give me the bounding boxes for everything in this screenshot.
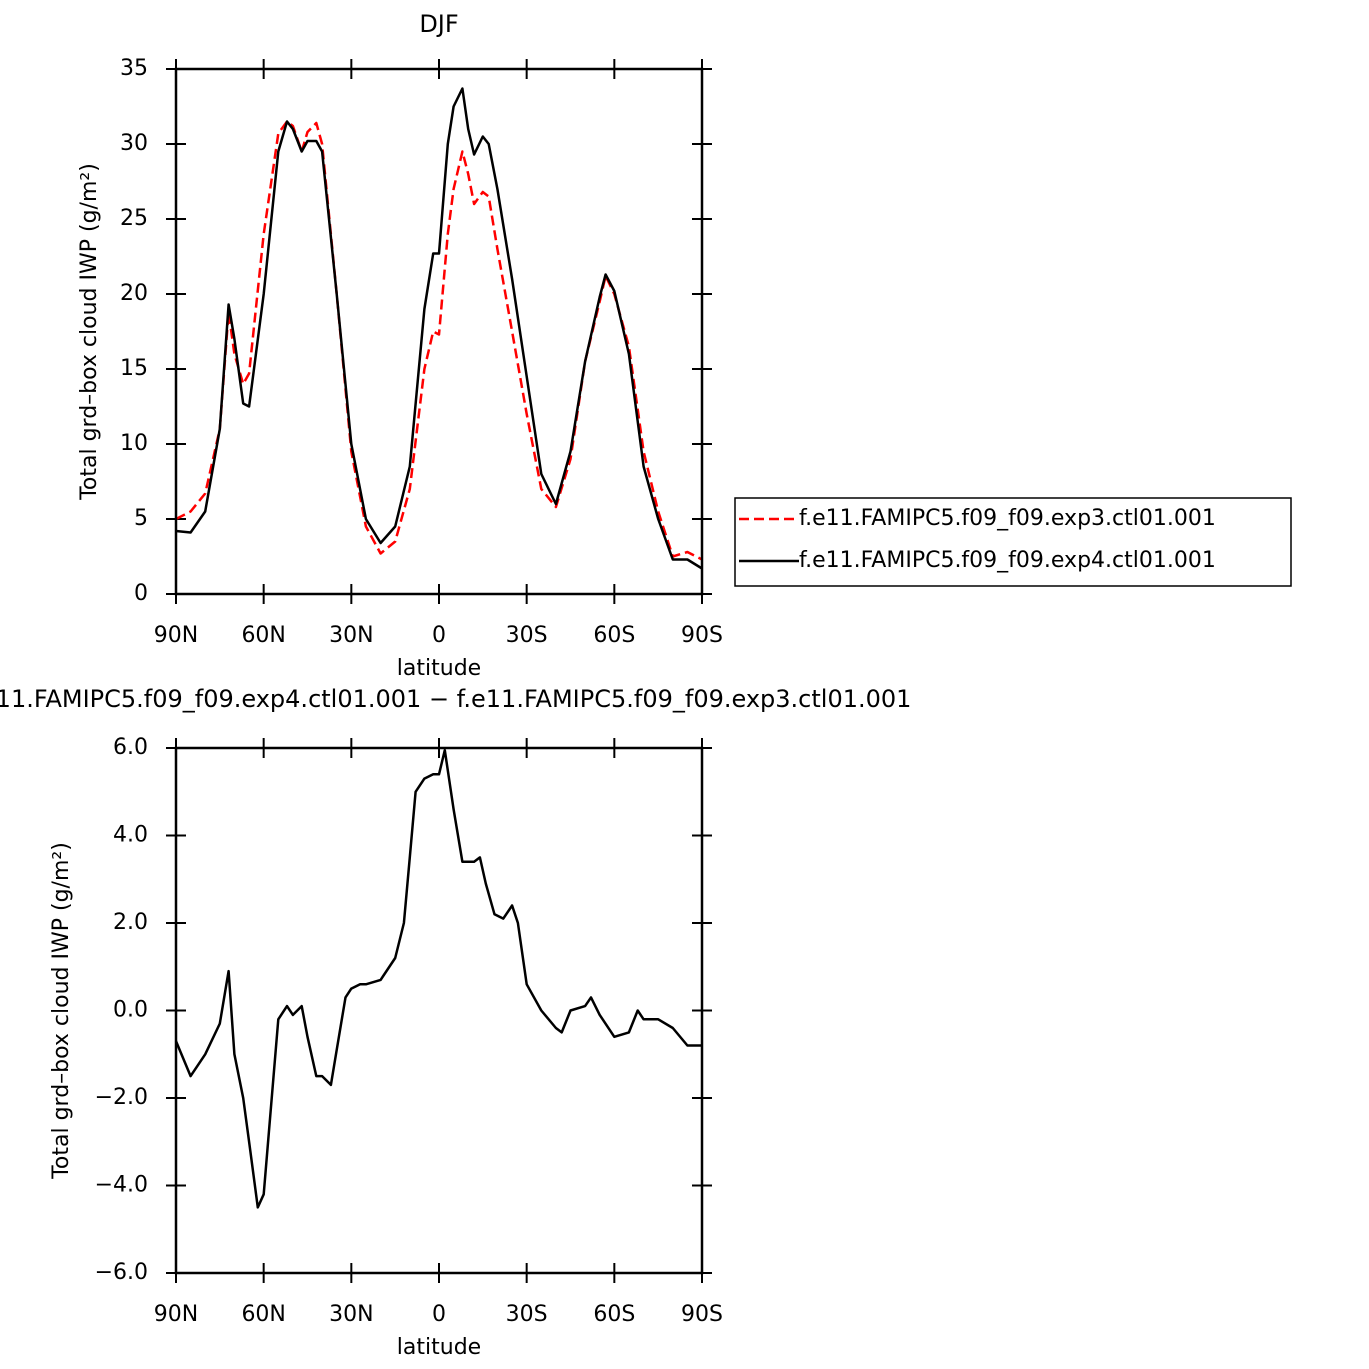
plot-frame <box>174 746 704 1275</box>
data-line <box>175 87 703 570</box>
y-tick-label: 5 <box>134 506 148 531</box>
x-tick-label: 0 <box>432 623 446 648</box>
y-tick-label: −2.0 <box>95 1085 148 1110</box>
y-tick-label: 2.0 <box>113 910 148 935</box>
y-tick-label: 15 <box>120 356 148 381</box>
y-tick-label: 6.0 <box>113 735 148 760</box>
x-tick-label: 0 <box>432 1302 446 1327</box>
x-tick-label: 60N <box>241 1302 285 1327</box>
plot-frame <box>174 67 704 596</box>
x-tick-label: 30S <box>506 1302 548 1327</box>
y-tick-label: −6.0 <box>95 1260 148 1285</box>
y-tick-label: 10 <box>120 431 148 456</box>
x-tick-label: 90S <box>681 623 723 648</box>
x-axis-label: latitude <box>397 656 481 681</box>
x-tick-label: 60S <box>593 1302 635 1327</box>
x-tick-label: 30N <box>329 1302 373 1327</box>
x-tick-label: 30N <box>329 623 373 648</box>
y-tick-label: 30 <box>120 131 148 156</box>
x-tick-label: 90N <box>154 1302 198 1327</box>
x-tick-label: 60N <box>241 623 285 648</box>
y-axis-label: Total grd–box cloud IWP (g/m²) <box>49 842 74 1180</box>
legend-box <box>734 497 1292 587</box>
y-tick-label: 0.0 <box>113 998 148 1023</box>
y-tick-label: 20 <box>120 281 148 306</box>
chart-title: DJF <box>419 10 458 38</box>
data-line <box>175 120 703 561</box>
x-tick-label: 90N <box>154 623 198 648</box>
x-tick-label: 90S <box>681 1302 723 1327</box>
legend-label: f.e11.FAMIPC5.f09_f09.exp3.ctl01.001 <box>799 506 1216 531</box>
y-tick-label: −4.0 <box>95 1173 148 1198</box>
x-axis-label: latitude <box>397 1335 481 1360</box>
y-tick-label: 0 <box>134 581 148 606</box>
y-axis-label: Total grd–box cloud IWP (g/m²) <box>77 163 102 501</box>
x-tick-label: 60S <box>593 623 635 648</box>
data-line <box>174 748 702 1209</box>
y-tick-label: 35 <box>120 56 148 81</box>
y-tick-label: 25 <box>120 206 148 231</box>
y-tick-label: 4.0 <box>113 823 148 848</box>
legend-label: f.e11.FAMIPC5.f09_f09.exp4.ctl01.001 <box>799 548 1216 573</box>
x-tick-label: 30S <box>506 623 548 648</box>
chart-title: f.e11.FAMIPC5.f09_f09.exp4.ctl01.001 − f… <box>0 685 911 713</box>
